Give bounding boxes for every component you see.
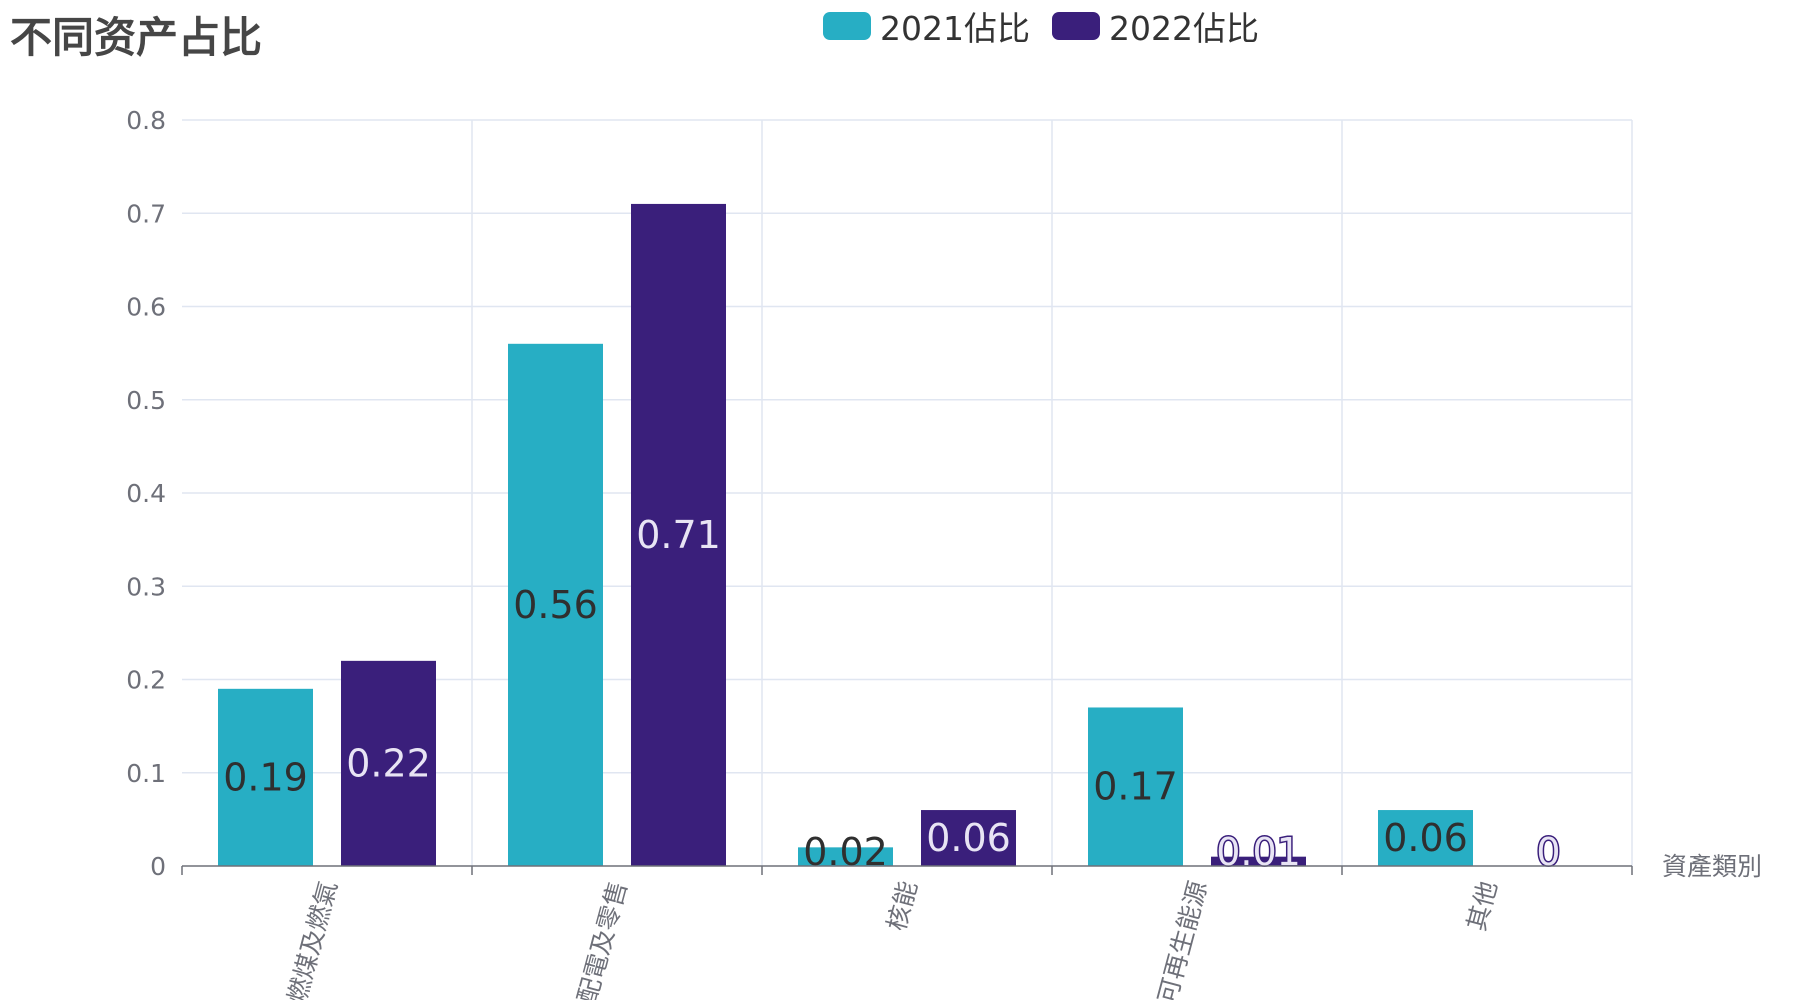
bar-2021	[1088, 707, 1183, 866]
data-label: 0.71	[636, 513, 721, 557]
x-axis-name: 資產類別	[1662, 852, 1762, 881]
data-label: 0.56	[513, 583, 598, 627]
y-tick-label: 0.5	[126, 386, 166, 415]
x-tick-label: 燃煤及燃氣	[282, 878, 342, 1000]
bar-2022	[341, 660, 436, 866]
y-tick-label: 0.1	[126, 759, 166, 788]
grid	[182, 119, 1633, 866]
axes: 0 0.1 0.2 0.3 0.4 0.5 0.6 0.7 0.8 燃煤及燃氣 配電及零售 核能 可再生…	[126, 106, 1762, 1000]
bar-2021	[218, 688, 313, 866]
x-tick-label: 配電及零售	[572, 878, 632, 1000]
data-labels: 0.19 0.22 0.56 0.71 0.02 0.06 0.17 0.01 0.06 0	[223, 513, 1562, 876]
legend-swatch-2021	[823, 12, 871, 40]
bar-2022	[1211, 856, 1306, 866]
bar-2021	[1378, 810, 1473, 866]
legend-label-2022: 2022佔比	[1108, 9, 1259, 48]
y-tick-label: 0.6	[126, 293, 166, 322]
legend-label-2021: 2021佔比	[880, 9, 1030, 48]
y-tick-label: 0.3	[126, 572, 166, 601]
data-label: 0.02	[803, 830, 888, 874]
bar-2021	[508, 343, 603, 866]
data-label: 0.06	[1383, 816, 1468, 860]
x-tick-label: 核能	[882, 878, 923, 934]
data-label: 0.19	[223, 755, 308, 799]
bars	[218, 203, 1473, 867]
data-label: 0.06	[926, 816, 1011, 860]
legend-item-2022[interactable]: 2022佔比	[1051, 2, 1259, 50]
chart-title: 不同资产占比	[10, 13, 263, 62]
legend: 2021佔比 2022佔比	[823, 6, 1281, 48]
y-tick-label: 0	[150, 852, 166, 881]
legend-item-2021[interactable]: 2021佔比	[823, 2, 1030, 50]
y-tick-label: 0.7	[126, 199, 166, 228]
x-tick-label: 其他	[1462, 878, 1503, 934]
y-tick-label: 0.2	[126, 666, 166, 695]
x-tick-label: 可再生能源	[1152, 878, 1212, 1000]
data-label: 0.17	[1093, 765, 1178, 809]
y-tick-label: 0.4	[126, 479, 166, 508]
legend-swatch-2022	[1051, 12, 1100, 40]
data-label: 0.22	[346, 741, 431, 785]
bar-2021	[798, 847, 893, 866]
bar-2022	[921, 810, 1016, 866]
data-label: 0	[1536, 830, 1560, 874]
bar-2022	[631, 203, 726, 867]
data-label: 0.01	[1216, 830, 1301, 874]
y-tick-label: 0.8	[126, 106, 166, 135]
